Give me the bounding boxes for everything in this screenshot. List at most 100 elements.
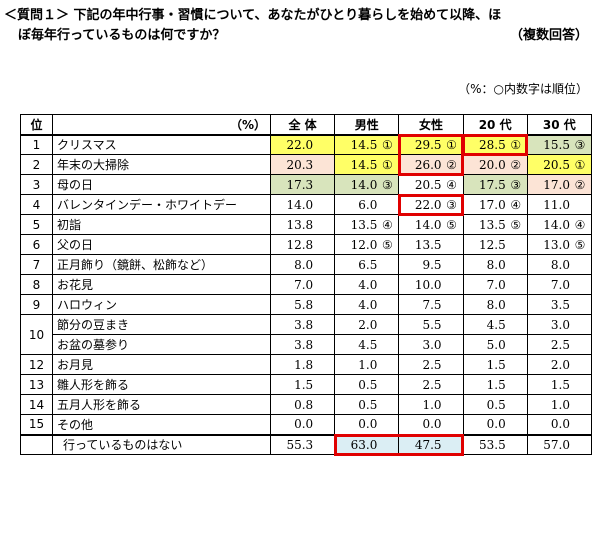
cell-value: 1.5 [550,377,570,392]
cell-male: 12.0 ⑤ [334,234,400,255]
question-heading: ＜質問１＞ 下記の年中行事・習慣について、あなたがひとり暮らしを始めて以降、ほ … [4,6,606,46]
row-item: 初詣 [52,214,271,235]
cell-value: 9.5 [422,257,442,272]
cell-age30: 1.5 [526,374,593,395]
cell-female: 2.5 [398,374,464,395]
cell-rank-mark: ⑤ [381,237,393,252]
cell-age20: 28.5 ① [462,133,528,155]
table-row: 12 お月見 1.8 1.0 2.5 1.5 2.0 [20,354,593,375]
row-item: 母の日 [52,174,271,195]
cell-value: 8.0 [486,297,506,312]
cell-all: 14.0 [269,194,336,215]
cell-value: 13.5 [479,217,506,232]
cell-value: 2.0 [358,317,378,332]
cell-value: 0.5 [486,397,506,412]
cell-value: 7.0 [550,277,570,292]
cell-value: 0.5 [358,377,378,392]
row-item: その他 [52,414,271,435]
cell-male: 63.0 [334,433,400,455]
cell-female: 5.5 [398,314,464,335]
cell-value: 55.3 [286,437,314,452]
cell-value: 0.0 [486,417,506,432]
row-rank: 2 [20,154,53,175]
legend-note: （%：○内数字は順位） [458,82,588,96]
cell-value: 20.5 [414,177,442,192]
row-rank [20,433,53,455]
cell-rank-mark: ⑤ [574,237,586,252]
cell-age30: 3.5 [526,294,593,315]
cell-value: 0.0 [550,417,570,432]
question-line-2: ぼ毎年行っているものは何ですか？ （複数回答） [4,26,606,46]
row-item: クリスマス [52,133,271,155]
cell-rank-mark: ② [446,157,457,172]
row-rank: 15 [20,414,53,435]
cell-value: 8.0 [294,257,314,272]
cell-male: 14.0 ③ [334,174,400,195]
cell-female: 13.5 [398,234,464,255]
cell-value: 14.0 [350,177,378,192]
cell-value: 29.5 [414,137,442,152]
cell-age30: 1.0 [526,394,593,415]
row-rank: 8 [20,274,53,295]
table-row: 2 年末の大掃除 20.3 14.5 ① 26.0 ② 20.0 ② 20.5 ① [20,154,593,175]
cell-age30: 15.5 ③ [526,133,593,155]
row-rank: 6 [20,234,53,255]
cell-value: 1.8 [294,357,314,372]
cell-value: 47.5 [414,437,442,452]
cell-value: 4.5 [486,317,506,332]
cell-age20: 53.5 [462,433,528,455]
cell-male: 6.0 [334,194,400,215]
row-item: お盆の墓参り [52,334,271,355]
cell-all: 1.5 [269,374,336,395]
cell-rank-mark: ① [574,157,586,172]
cell-rank-mark: ③ [446,197,457,212]
row-item: バレンタインデー・ホワイトデー [52,194,271,215]
row-item: 雛人形を飾る [52,374,271,395]
cell-female: 29.5 ① [398,133,464,155]
cell-value: 6.0 [358,197,378,212]
cell-rank-mark: ② [574,177,586,192]
cell-male: 0.0 [334,414,400,435]
cell-female: 3.0 [398,334,464,355]
cell-value: 3.8 [294,317,314,332]
cell-female: 14.0 ⑤ [398,214,464,235]
cell-value: 1.0 [358,357,378,372]
cell-value: 57.0 [543,437,570,452]
cell-value: 12.8 [286,237,314,252]
cell-age30: 11.0 [526,194,593,215]
cell-value: 14.0 [543,217,570,232]
cell-rank-mark: ④ [381,217,393,232]
cell-male: 0.5 [334,394,400,415]
cell-rank-mark: ③ [381,177,393,192]
table-row: 13 雛人形を飾る 1.5 0.5 2.5 1.5 1.5 [20,374,593,395]
cell-value: 0.5 [358,397,378,412]
cell-male: 2.0 [334,314,400,335]
row-rank: 4 [20,194,53,215]
cell-female: 20.5 ④ [398,174,464,195]
cell-age30: 3.0 [526,314,593,335]
cell-age30: 57.0 [526,433,593,455]
row-rank: 10 [20,314,53,355]
cell-rank-mark: ④ [510,197,522,212]
cell-value: 1.0 [422,397,442,412]
table-body: 1 クリスマス 22.0 14.5 ① 29.5 ① 28.5 ① 15.5 ③ 2 年末の大掃除 20.… [20,133,593,455]
row-rank: 9 [20,294,53,315]
cell-value: 17.3 [286,177,314,192]
row-item: 節分の豆まき [52,314,271,335]
cell-value: 2.0 [550,357,570,372]
cell-value: 8.0 [486,257,506,272]
header-all: 全 体 [269,114,336,135]
cell-male: 4.0 [334,294,400,315]
cell-value: 13.8 [286,217,314,232]
table-row: 5 初詣 13.8 13.5 ④ 14.0 ⑤ 13.5 ⑤ 14.0 ④ [20,214,593,235]
table-row: 3 母の日 17.3 14.0 ③ 20.5 ④ 17.5 ③ 17.0 ② [20,174,593,195]
cell-female: 9.5 [398,254,464,275]
row-item: 行っているものはない [52,433,271,455]
header-rank: 位 [20,114,53,135]
cell-value: 14.0 [286,197,314,212]
cell-value: 17.5 [479,177,506,192]
cell-all: 8.0 [269,254,336,275]
cell-value: 17.0 [479,197,506,212]
cell-male: 13.5 ④ [334,214,400,235]
cell-value: 0.0 [358,417,378,432]
